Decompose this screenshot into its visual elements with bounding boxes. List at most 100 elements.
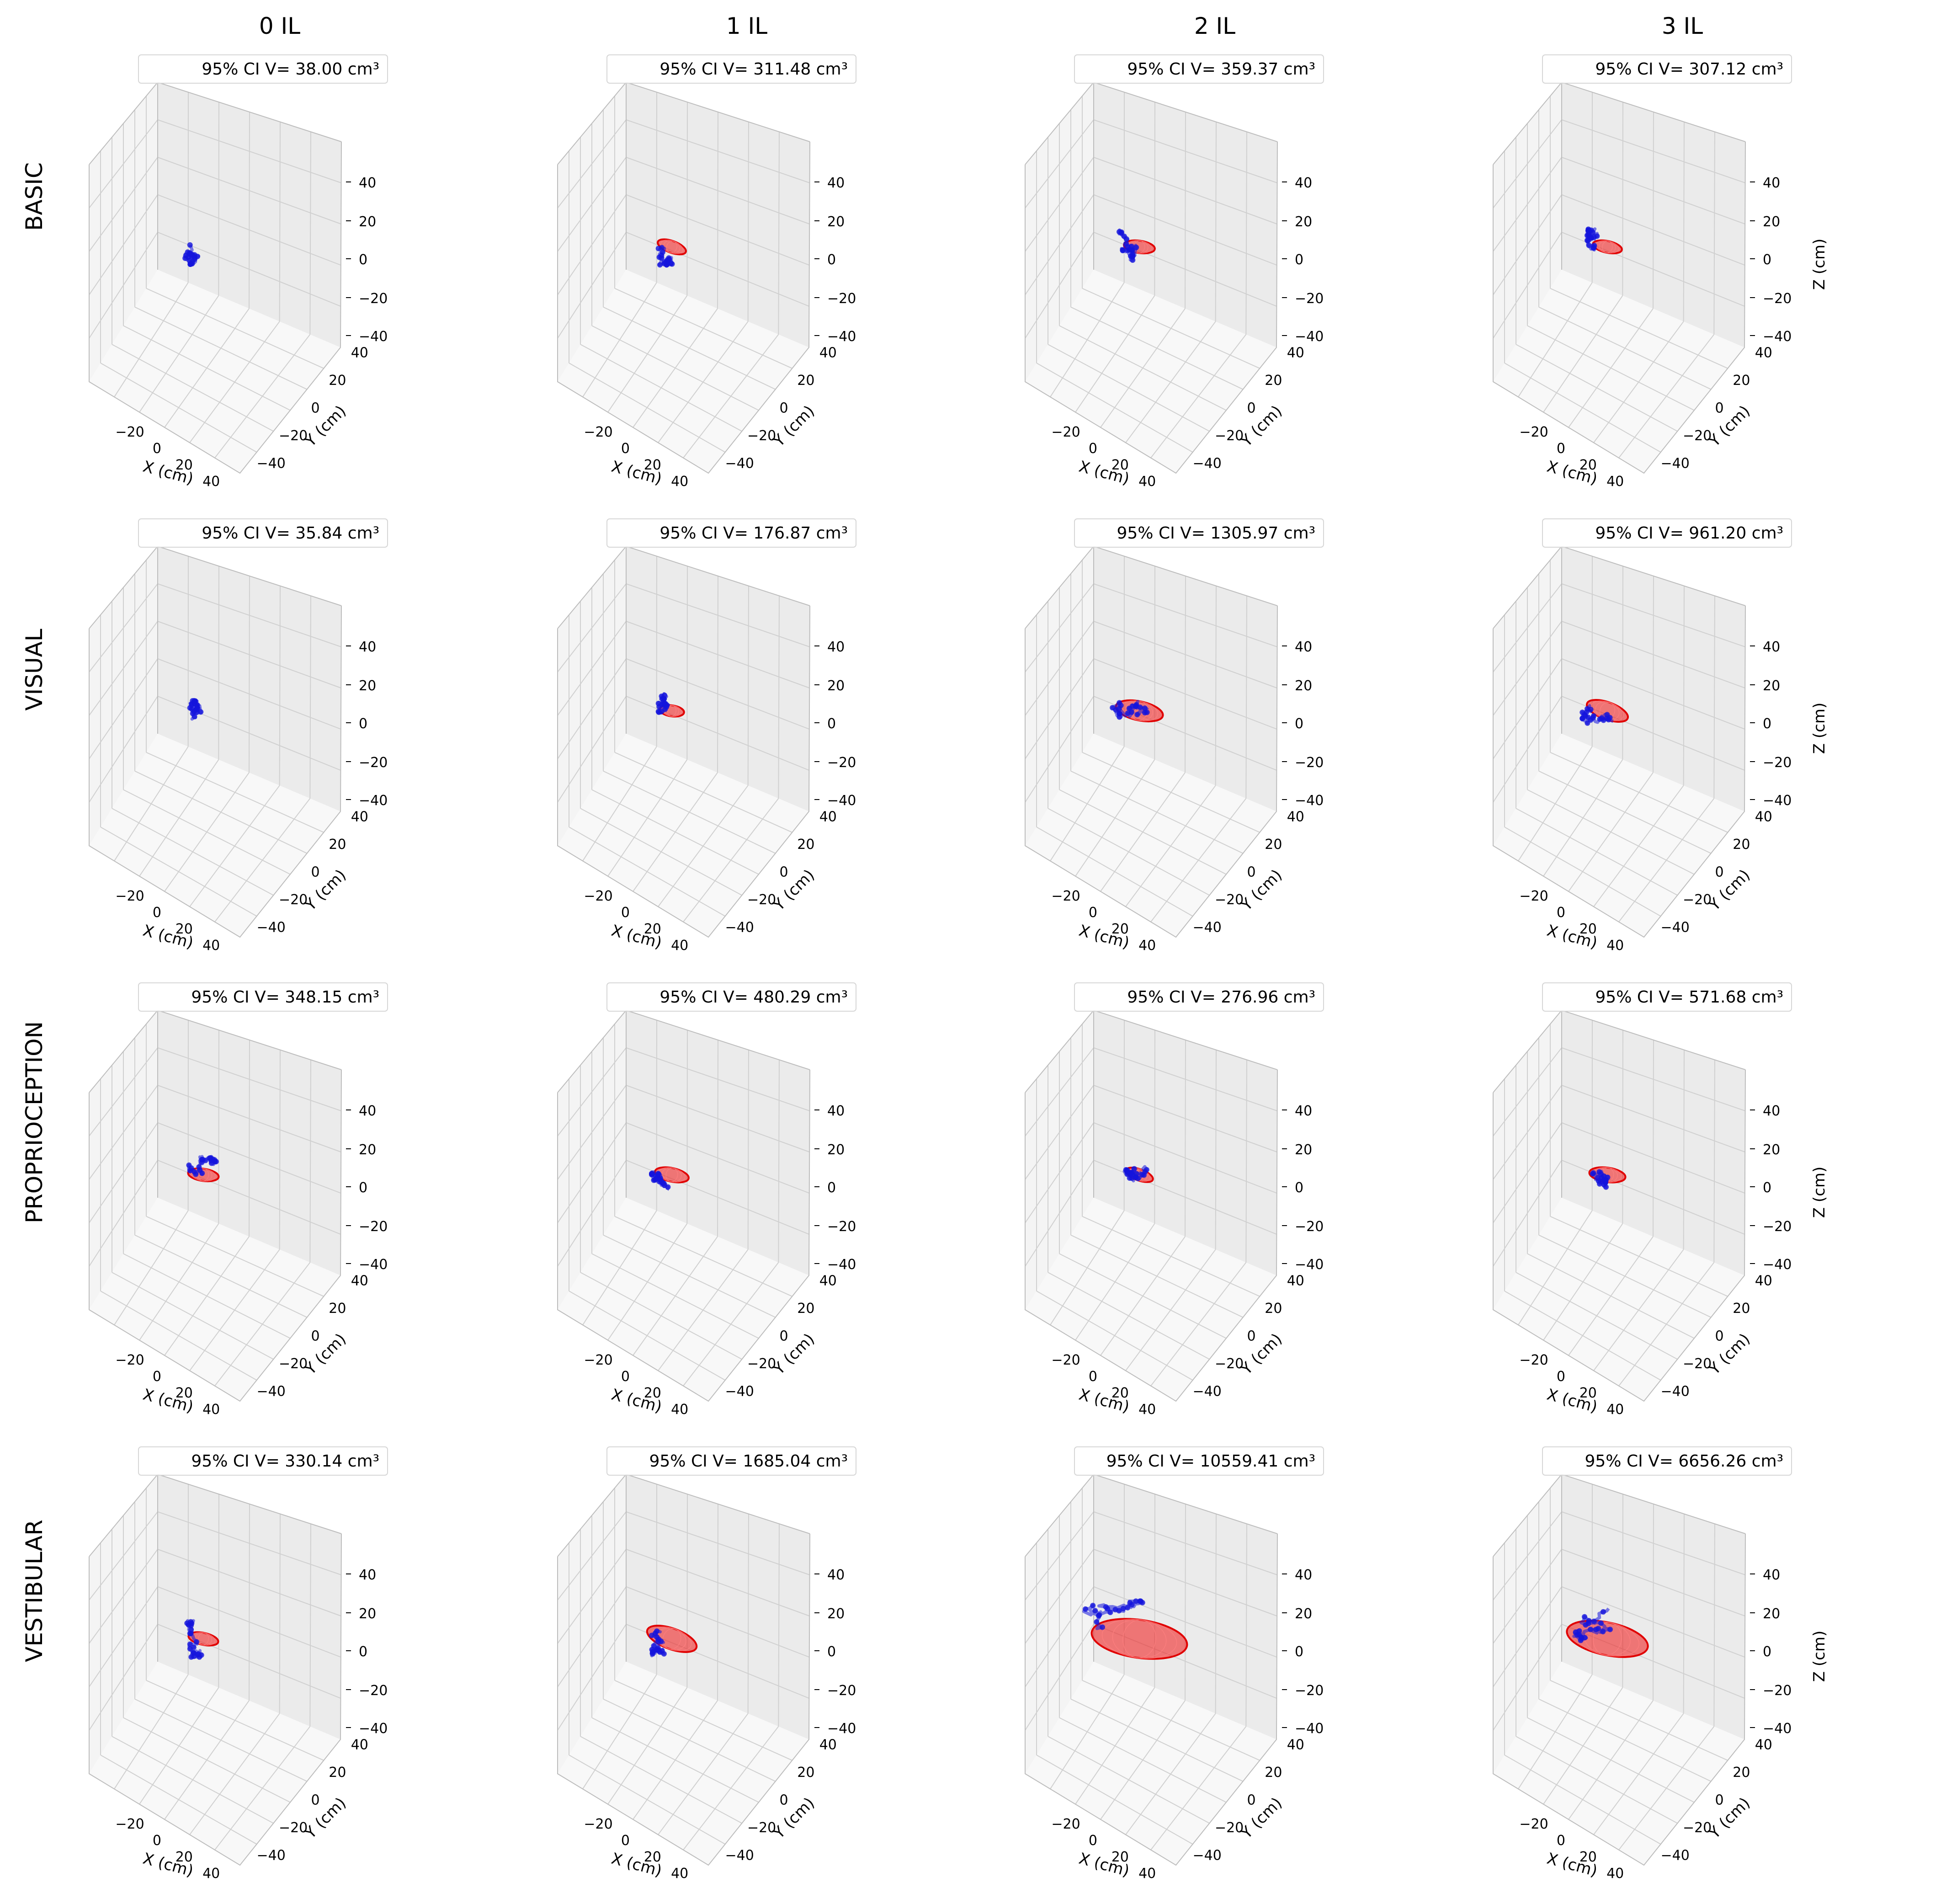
- x-tick-label: −20: [584, 424, 612, 440]
- y-tick-label: 40: [1287, 1737, 1304, 1753]
- z-tick-label: 20: [1295, 214, 1312, 230]
- trajectory-point: [1590, 1171, 1595, 1177]
- x-tick-label: 0: [1089, 1833, 1097, 1849]
- z-tick-label: −40: [1295, 1257, 1324, 1273]
- trajectory-point: [1083, 1606, 1088, 1612]
- z-tick-label: 40: [359, 1103, 376, 1119]
- trajectory-point: [196, 1164, 202, 1170]
- y-axis-label: Y (cm): [770, 866, 819, 915]
- trajectory-point: [1117, 700, 1122, 705]
- trajectory-point: [1128, 1170, 1133, 1175]
- y-tick-label: 0: [1715, 864, 1723, 880]
- trajectory-point: [1138, 1598, 1143, 1604]
- y-tick-label: 0: [1247, 1792, 1255, 1808]
- z-tick-label: 0: [827, 1180, 836, 1196]
- z-axis-label: Z (cm): [1810, 1167, 1829, 1218]
- y-tick-label: −40: [1661, 1848, 1690, 1864]
- z-tick-label: 20: [1763, 214, 1780, 230]
- z-tick-label: 40: [1763, 1103, 1780, 1119]
- x-tick-label: 0: [621, 1833, 630, 1849]
- y-tick-label: 0: [311, 400, 319, 416]
- z-tick-label: −40: [827, 793, 856, 809]
- y-tick-label: 20: [797, 1765, 814, 1781]
- x-tick-label: −20: [1051, 1352, 1080, 1368]
- x-tick-label: 40: [1606, 1866, 1624, 1882]
- z-axis-label: Z (cm): [1810, 1631, 1829, 1682]
- x-tick-label: 40: [1138, 474, 1156, 490]
- z-tick-label: −20: [827, 1219, 856, 1235]
- z-tick-label: 0: [1295, 1180, 1303, 1196]
- trajectory-point: [1094, 1619, 1099, 1625]
- trajectory-point: [199, 1170, 205, 1176]
- z-tick-label: −40: [359, 1721, 388, 1737]
- z-tick-label: 0: [359, 1644, 367, 1660]
- trajectory-point: [1594, 234, 1600, 239]
- y-axis-label: Y (cm): [1237, 866, 1286, 915]
- trajectory-point: [1125, 244, 1131, 250]
- y-tick-label: 40: [1287, 345, 1304, 361]
- x-tick-label: −20: [584, 888, 612, 904]
- x-tick-label: 0: [1089, 1369, 1097, 1385]
- y-tick-label: −40: [725, 920, 754, 936]
- legend-ci-volume: 95% CI V= 311.48 cm³: [659, 60, 848, 79]
- z-tick-label: −20: [359, 291, 388, 307]
- trajectory-point: [188, 1623, 194, 1628]
- y-tick-label: −40: [257, 1848, 286, 1864]
- trajectory-point: [1090, 1603, 1095, 1608]
- z-tick-label: 20: [827, 214, 845, 230]
- z-tick-label: 20: [359, 678, 376, 694]
- z-tick-label: −20: [827, 291, 856, 307]
- z-tick-label: −20: [1295, 1219, 1324, 1235]
- y-tick-label: 20: [797, 373, 814, 389]
- x-tick-label: 0: [153, 1369, 161, 1385]
- legend-ci-volume: 95% CI V= 35.84 cm³: [202, 524, 379, 543]
- x-tick-label: 0: [1557, 441, 1565, 457]
- x-tick-label: 0: [1557, 1369, 1565, 1385]
- z-tick-label: −40: [1295, 329, 1324, 345]
- trajectory-point: [1583, 1622, 1589, 1627]
- trajectory-point: [188, 261, 194, 267]
- z-tick-label: −40: [1295, 793, 1324, 809]
- z-tick-label: 0: [827, 252, 836, 268]
- y-tick-label: 20: [1733, 837, 1750, 853]
- y-axis-label: Y (cm): [1705, 402, 1754, 451]
- z-tick-label: 40: [827, 175, 845, 191]
- trajectory-point: [659, 709, 664, 715]
- legend-ci-volume: 95% CI V= 38.00 cm³: [202, 60, 379, 79]
- x-tick-label: 0: [153, 1833, 161, 1849]
- z-tick-label: 40: [1763, 639, 1780, 655]
- z-tick-label: −20: [1763, 291, 1792, 307]
- legend-ci-volume: 95% CI V= 276.96 cm³: [1127, 988, 1315, 1007]
- z-tick-label: 20: [1295, 1606, 1312, 1622]
- y-tick-label: 0: [311, 1792, 319, 1808]
- trajectory-point: [649, 1171, 654, 1176]
- trajectory-point: [194, 707, 199, 712]
- x-tick-label: 0: [1557, 905, 1565, 921]
- y-tick-label: 40: [1287, 809, 1304, 825]
- legend-ci-volume: 95% CI V= 348.15 cm³: [191, 988, 379, 1007]
- y-tick-label: 0: [779, 864, 788, 880]
- trajectory-point: [1144, 709, 1150, 715]
- column-title-1: 1 IL: [655, 13, 838, 39]
- z-tick-label: −20: [1763, 755, 1792, 771]
- y-tick-label: 0: [1715, 400, 1723, 416]
- y-tick-label: 0: [1247, 864, 1255, 880]
- y-tick-label: 20: [329, 837, 346, 853]
- z-tick-label: 0: [827, 1644, 836, 1660]
- z-tick-label: −40: [1763, 793, 1792, 809]
- x-tick-label: −20: [115, 424, 144, 440]
- x-tick-label: 40: [1138, 1402, 1156, 1418]
- x-tick-label: −20: [115, 1816, 144, 1832]
- trajectory-point: [1600, 1629, 1606, 1634]
- y-axis-label: Y (cm): [301, 402, 350, 451]
- z-tick-label: −40: [359, 1257, 388, 1273]
- y-tick-label: −40: [257, 920, 286, 936]
- z-tick-label: −20: [827, 755, 856, 771]
- trajectory-point: [195, 1652, 201, 1658]
- y-tick-label: 0: [311, 864, 319, 880]
- legend-ci-volume: 95% CI V= 961.20 cm³: [1595, 524, 1783, 543]
- x-tick-label: 0: [1557, 1833, 1565, 1849]
